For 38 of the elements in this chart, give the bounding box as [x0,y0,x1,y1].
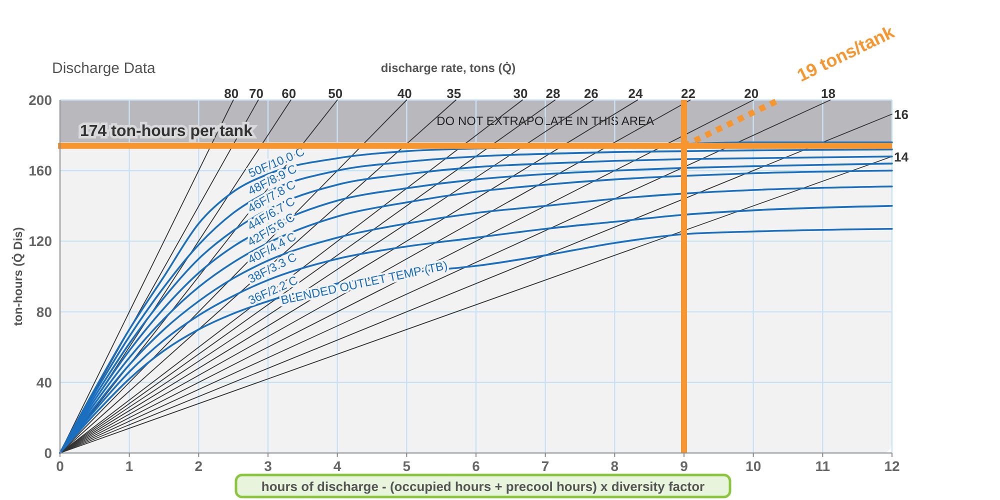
y-axis-title: ton-hours (Q̇ Dis) [11,227,25,326]
x-tick-label: 11 [815,458,830,474]
x-tick-label: 3 [264,458,272,474]
y-tick-label: 200 [28,92,52,108]
chart-title: Discharge Data [52,60,156,77]
x-tick-label: 10 [746,458,762,474]
x-tick-label: 5 [402,458,411,474]
series-label: 26 [584,86,598,101]
series-label: 24 [628,86,644,101]
x-tick-label: 12 [884,458,900,474]
y-tick-label: 80 [36,304,52,320]
x-tick-label: 2 [194,458,203,474]
y-tick-label: 160 [28,162,52,179]
y-tick-label: 40 [36,374,52,390]
series-label: 30 [513,86,528,101]
y-tick-label: 120 [28,233,52,250]
y-tick-label: 0 [44,445,52,461]
x-tick-label: 7 [541,458,550,474]
series-label: 16 [894,107,908,122]
x-tick-label: 9 [680,458,688,474]
series-label: 20 [744,86,759,101]
series-label: 35 [446,86,462,101]
series-label: 50 [328,86,343,101]
x-tick-label: 0 [56,458,64,474]
series-label: 14 [894,149,910,164]
x2-axis-title: discharge rate, tons (Q̇) [380,61,516,75]
x-tick-label: 6 [472,458,480,474]
x-tick-label: 8 [610,458,619,474]
x-axis-title: hours of discharge - (occupied hours + precool hours) x diversity factor [261,479,705,494]
series-label: 28 [546,86,560,101]
series-label: 60 [282,86,296,101]
series-label: 18 [821,86,836,101]
x-tick-label: 1 [125,458,134,474]
series-label: 22 [681,86,696,101]
series-label: 40 [397,86,412,101]
series-label: 70 [249,86,264,101]
x-tick-label: 4 [333,458,342,474]
series-label: 80 [224,86,239,101]
